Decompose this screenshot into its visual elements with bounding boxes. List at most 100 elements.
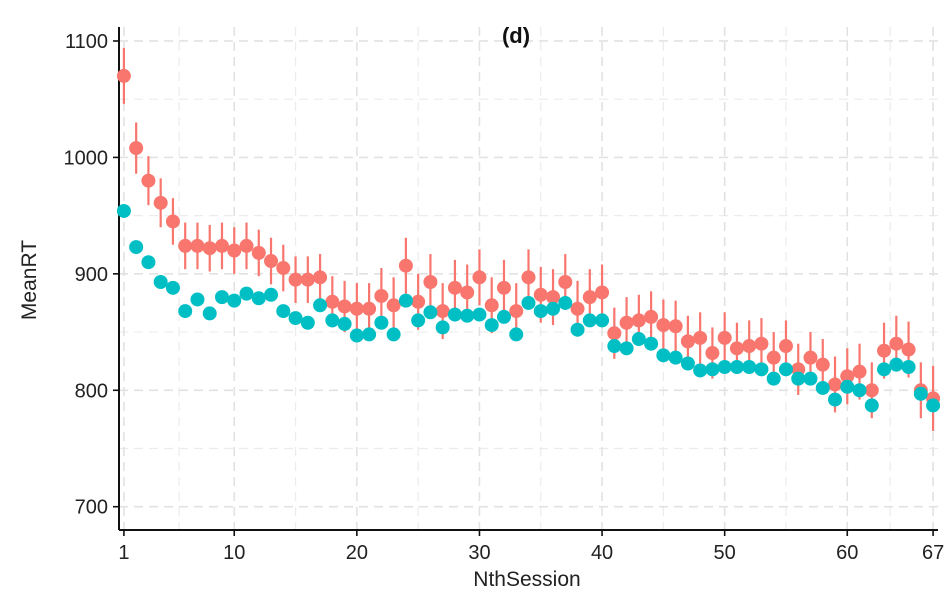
data-point xyxy=(374,315,389,330)
data-point xyxy=(926,398,941,413)
tick-labels: 1 10 20 30 40 50 60 67 700 800 900 1000 1100 xyxy=(64,31,945,564)
data-point xyxy=(631,332,646,347)
x-tick-label: 20 xyxy=(346,542,368,564)
data-point xyxy=(607,339,622,354)
data-point xyxy=(313,298,328,313)
y-tick-label: 1000 xyxy=(64,147,109,169)
data-point xyxy=(337,299,352,314)
data-point xyxy=(729,341,744,356)
data-point xyxy=(202,306,217,321)
data-point xyxy=(349,301,364,316)
data-point xyxy=(668,319,683,334)
data-point xyxy=(251,245,266,260)
data-point xyxy=(595,313,610,328)
data-point xyxy=(435,304,450,319)
data-point xyxy=(742,339,757,354)
data-point xyxy=(828,377,843,392)
data-point xyxy=(754,362,769,377)
data-point xyxy=(239,286,254,301)
data-point xyxy=(423,274,438,289)
data-point xyxy=(558,274,573,289)
data-point xyxy=(754,336,769,351)
data-point xyxy=(521,295,536,310)
data-point xyxy=(411,313,426,328)
data-point xyxy=(521,270,536,285)
data-point xyxy=(901,359,916,374)
data-point xyxy=(509,327,524,342)
data-point xyxy=(840,379,855,394)
data-point xyxy=(423,305,438,320)
data-point xyxy=(619,315,634,330)
data-point xyxy=(496,309,511,324)
data-point xyxy=(288,311,303,326)
x-axis-title: NthSession xyxy=(473,568,580,591)
data-point xyxy=(362,301,377,316)
data-point xyxy=(570,301,585,316)
data-point xyxy=(313,270,328,285)
data-point xyxy=(165,214,180,229)
x-tick-label: 30 xyxy=(468,542,490,564)
data-point xyxy=(778,362,793,377)
data-point xyxy=(386,298,401,313)
data-point xyxy=(202,241,217,256)
data-point xyxy=(460,308,475,323)
data-point xyxy=(116,68,131,83)
data-point xyxy=(852,383,867,398)
data-point xyxy=(509,304,524,319)
data-point xyxy=(276,261,291,276)
grid-minor-lines xyxy=(119,27,938,530)
data-point xyxy=(362,327,377,342)
data-point xyxy=(717,359,732,374)
data-point xyxy=(398,293,413,308)
data-point xyxy=(546,301,561,316)
data-point xyxy=(190,238,205,253)
data-point xyxy=(815,357,830,372)
data-point xyxy=(705,362,720,377)
data-point xyxy=(546,290,561,305)
data-point xyxy=(791,371,806,386)
chart-title: (d) xyxy=(502,23,530,48)
data-point xyxy=(374,288,389,303)
x-tick-label: 67 xyxy=(922,542,944,564)
data-point xyxy=(705,346,720,361)
data-point xyxy=(337,316,352,331)
data-point xyxy=(288,272,303,287)
data-point xyxy=(570,322,585,337)
data-point xyxy=(496,280,511,295)
data-point xyxy=(214,290,229,305)
axes xyxy=(113,27,938,536)
data-point xyxy=(484,298,499,313)
data-point xyxy=(901,342,916,357)
data-point xyxy=(349,328,364,343)
data-point xyxy=(828,392,843,407)
x-tick-label: 40 xyxy=(591,542,613,564)
series-1 xyxy=(116,47,941,432)
data-point xyxy=(815,380,830,395)
data-point xyxy=(165,280,180,295)
data-point xyxy=(644,309,659,324)
data-point xyxy=(558,295,573,310)
x-tick-label: 50 xyxy=(714,542,736,564)
y-axis-title: MeanRT xyxy=(18,240,41,320)
data-point xyxy=(742,359,757,374)
data-point xyxy=(595,285,610,300)
data-point xyxy=(227,243,242,258)
data-point xyxy=(129,240,144,255)
data-point xyxy=(693,330,708,345)
data-point xyxy=(582,290,597,305)
data-point xyxy=(190,292,205,307)
data-point xyxy=(668,350,683,365)
data-point xyxy=(239,238,254,253)
data-point xyxy=(435,320,450,335)
data-point xyxy=(766,350,781,365)
data-point xyxy=(778,339,793,354)
data-point xyxy=(877,362,892,377)
data-point xyxy=(227,293,242,308)
data-point xyxy=(533,287,548,302)
data-point xyxy=(325,294,340,309)
data-point xyxy=(533,304,548,319)
data-point xyxy=(141,255,156,270)
data-point xyxy=(582,313,597,328)
x-tick-label: 60 xyxy=(836,542,858,564)
